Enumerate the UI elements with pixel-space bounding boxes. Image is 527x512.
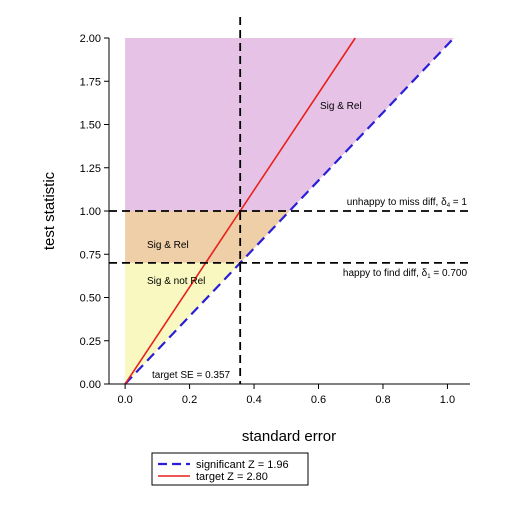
region-upper (125, 38, 454, 211)
legend-label-significant: significant Z = 1.96 (196, 459, 289, 471)
y-ticks: 0.00 0.25 0.50 0.75 1.00 1.25 1.50 1.75 2.00 (80, 33, 109, 391)
y-tick-label: 1.75 (80, 76, 101, 88)
reference-line-labels: unhappy to miss diff, δ4 = 1 happy to fi… (152, 197, 467, 381)
region-middle (125, 211, 290, 263)
legend-box (151, 452, 309, 486)
y-tick-label: 1.25 (80, 163, 101, 175)
legend-label-target: target Z = 2.80 (196, 471, 268, 483)
x-tick-label: 0.4 (246, 394, 261, 406)
region-labels: Sig & Rel Sig & Rel Sig & not Rel (147, 101, 362, 287)
region-label-upper: Sig & Rel (320, 101, 362, 112)
ref-label-target-se: target SE = 0.357 (152, 370, 231, 381)
y-tick-label: 2.00 (80, 33, 101, 45)
ref-label-happy: happy to find diff, δ1 = 0.700 (343, 268, 468, 280)
ref-label-unhappy: unhappy to miss diff, δ4 = 1 (347, 197, 468, 209)
x-tick-label: 0.2 (182, 394, 197, 406)
region-label-lower: Sig & not Rel (147, 276, 205, 287)
reference-lines (109, 17, 470, 384)
region-label-middle: Sig & Rel (147, 240, 189, 251)
y-tick-label: 0.75 (80, 249, 101, 261)
y-tick-label: 0.25 (80, 336, 101, 348)
x-ticks: 0.0 0.2 0.4 0.6 0.8 1.0 (117, 384, 455, 406)
y-tick-label: 1.50 (80, 120, 101, 132)
shaded-regions (125, 38, 454, 384)
x-tick-label: 0.6 (311, 394, 326, 406)
region-lower (125, 262, 241, 384)
y-tick-label: 1.00 (80, 206, 101, 218)
y-tick-label: 0.00 (80, 379, 101, 391)
x-tick-label: 1.0 (440, 394, 455, 406)
y-axis-title: test statistic (41, 171, 58, 250)
y-tick-label: 0.50 (80, 293, 101, 305)
x-tick-label: 0.8 (375, 394, 390, 406)
x-axis-title: standard error (242, 428, 336, 445)
legend: significant Z = 1.96 target Z = 2.80 (151, 452, 309, 486)
x-tick-label: 0.0 (117, 394, 132, 406)
